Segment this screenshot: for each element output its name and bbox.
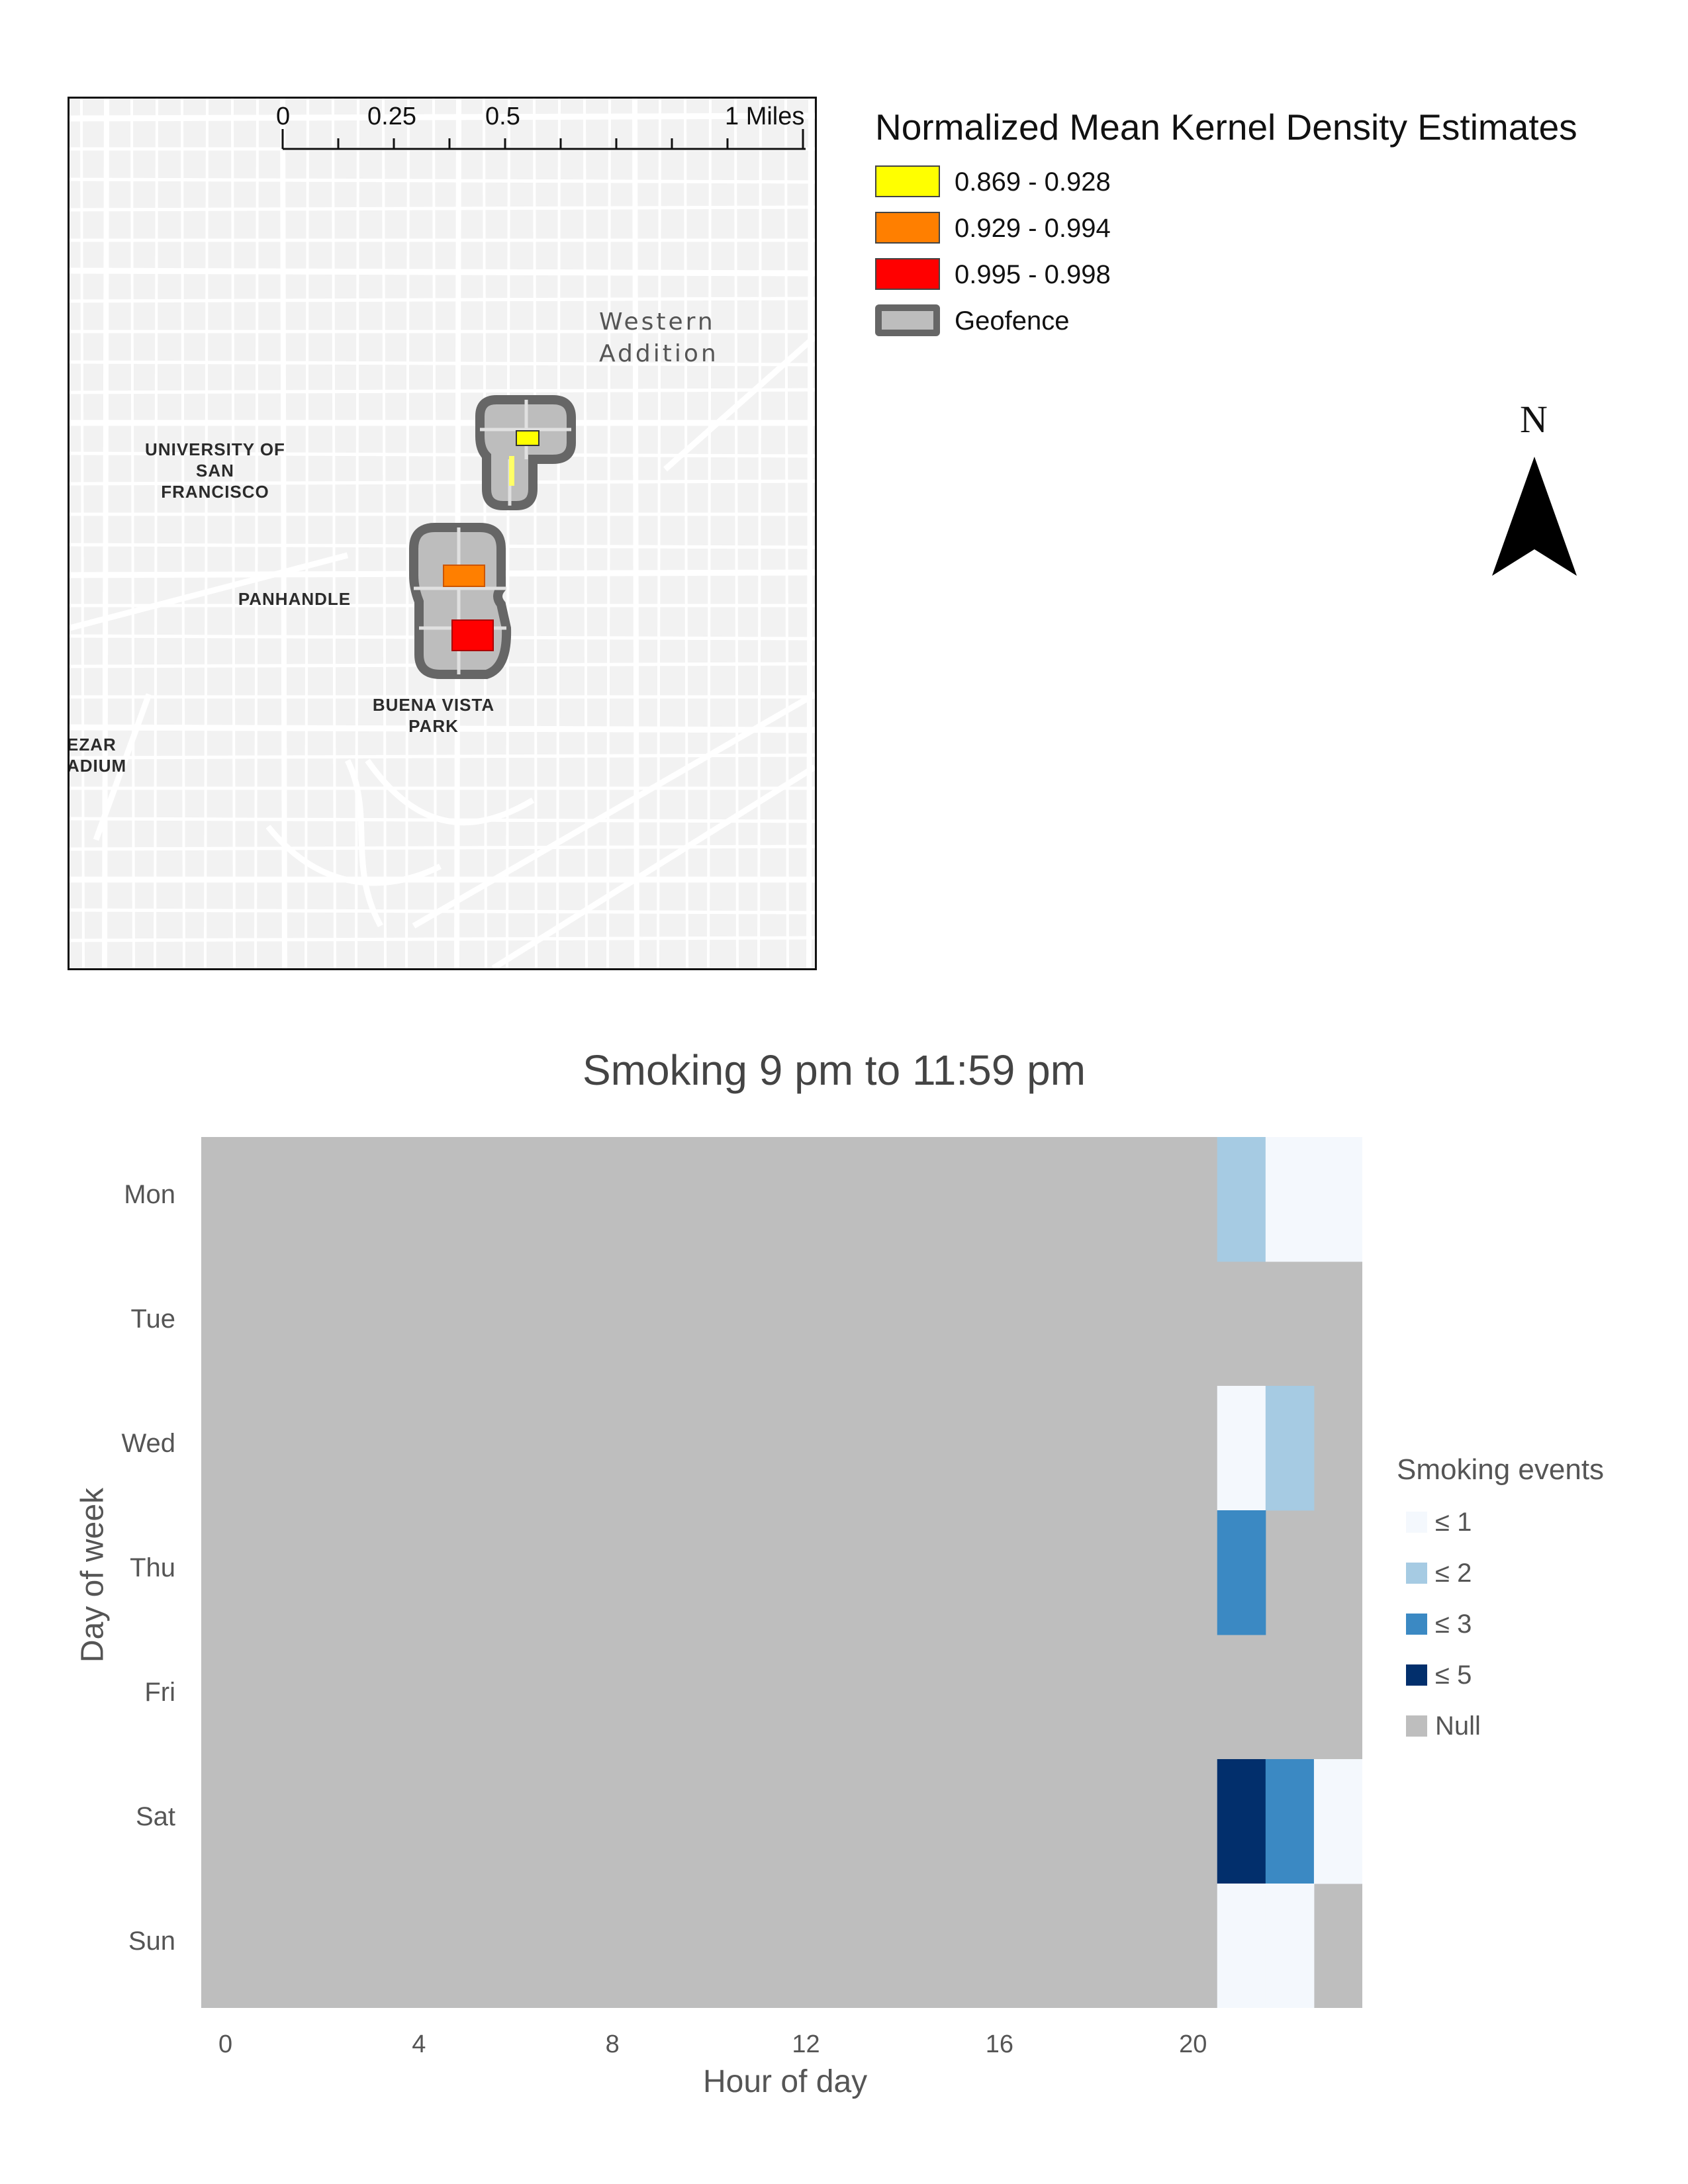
legend-swatch-yellow xyxy=(875,165,940,197)
label-buena-line2: PARK xyxy=(408,716,459,736)
y-tick-label: Fri xyxy=(144,1678,175,1707)
heatmap-legend-swatch xyxy=(1406,1664,1427,1686)
heatmap-cell xyxy=(1313,1137,1362,1262)
heatmap-cell xyxy=(1217,1137,1266,1262)
heatmap-cell xyxy=(1217,1759,1266,1884)
label-western-addition: Western Addition xyxy=(599,306,719,370)
heatmap-legend-swatch xyxy=(1406,1512,1427,1533)
street-grid xyxy=(70,99,815,968)
x-tick-label: 8 xyxy=(605,2030,620,2058)
y-tick-label: Sat xyxy=(135,1802,175,1831)
legend-label: 0.929 - 0.994 xyxy=(955,214,1111,243)
heatmap-null-background xyxy=(201,1137,1362,2008)
north-label: N xyxy=(1520,398,1548,441)
kde-red xyxy=(451,619,494,651)
x-tick-label: 12 xyxy=(792,2030,820,2058)
scale-label-1-miles: 1 Miles xyxy=(725,103,805,130)
label-stadium-line2: ADIUM xyxy=(68,756,127,776)
legend-label: 0.869 - 0.928 xyxy=(955,167,1111,197)
heatmap-legend-swatch xyxy=(1406,1614,1427,1635)
heatmap-legend-label: ≤ 3 xyxy=(1435,1610,1472,1639)
kde-orange xyxy=(443,565,485,587)
heatmap-legend-swatch xyxy=(1406,1715,1427,1737)
heatmap-cell xyxy=(1265,1759,1315,1884)
y-tick-label: Mon xyxy=(124,1180,175,1209)
label-usf-line3: FRANCISCO xyxy=(161,482,269,502)
y-tick-label: Tue xyxy=(130,1304,175,1334)
y-axis-title: Day of week xyxy=(75,1487,111,1663)
heatmap-cell xyxy=(1217,1884,1266,2008)
x-tick-label: 4 xyxy=(412,2030,426,2058)
map-frame: 0 0.25 0.5 1 Miles Western Addition UNIV… xyxy=(68,97,817,970)
legend-swatch-red xyxy=(875,258,940,290)
chart-title: Smoking 9 pm to 11:59 pm xyxy=(582,1046,1086,1094)
label-panhandle: PANHANDLE xyxy=(238,589,352,609)
label-stadium-line1: EZAR xyxy=(68,735,117,754)
heatmap-cell xyxy=(1217,1386,1266,1511)
legend-label: Geofence xyxy=(955,306,1070,336)
legend-swatch-geofence xyxy=(875,304,940,336)
heatmap-cell xyxy=(1217,1510,1266,1635)
y-tick-label: Thu xyxy=(130,1553,175,1582)
label-usf: UNIVERSITY OF SAN FRANCISCO xyxy=(136,439,295,502)
heatmap-cells xyxy=(201,1137,1362,2008)
y-tick-label: Wed xyxy=(121,1429,175,1458)
label-usf-line1: UNIVERSITY OF xyxy=(145,439,285,459)
heatmap-cell xyxy=(1265,1137,1315,1262)
label-usf-line2: SAN xyxy=(196,461,234,480)
legend-label: 0.995 - 0.998 xyxy=(955,260,1111,289)
heatmap-legend-label: ≤ 2 xyxy=(1435,1559,1472,1588)
x-tick-label: 0 xyxy=(218,2030,233,2058)
north-arrow-icon xyxy=(1492,457,1577,576)
heatmap-legend-label: ≤ 5 xyxy=(1435,1661,1472,1690)
scale-label-0: 0 xyxy=(276,103,291,130)
diagonal-streets xyxy=(70,334,815,968)
scale-bar xyxy=(281,129,806,150)
scale-label-05: 0.5 xyxy=(485,103,520,130)
heatmap-legend-label: Null xyxy=(1435,1711,1481,1741)
heatmap-legend-title: Smoking events xyxy=(1397,1453,1605,1486)
heatmap-cell xyxy=(1265,1884,1315,2008)
heatmap-cell xyxy=(1265,1386,1315,1511)
map-legend-title: Normalized Mean Kernel Density Estimates xyxy=(875,107,1577,148)
y-tick-label: Sun xyxy=(128,1927,175,1956)
label-stadium: EZAR ADIUM xyxy=(68,734,127,776)
x-axis-title: Hour of day xyxy=(703,2064,868,2099)
x-tick-label: 16 xyxy=(985,2030,1014,2058)
label-western-line: Western xyxy=(599,308,716,336)
x-tick-label: 20 xyxy=(1179,2030,1207,2058)
kde-yellow xyxy=(516,430,539,446)
heatmap-plot xyxy=(201,1137,1362,2008)
heatmap-legend-label: ≤ 1 xyxy=(1435,1508,1472,1537)
label-addition-line: Addition xyxy=(599,340,719,367)
scale-label-025: 0.25 xyxy=(367,103,416,130)
street-map xyxy=(70,99,815,968)
label-buena-line1: BUENA VISTA xyxy=(372,695,495,715)
heatmap-cell xyxy=(1313,1759,1362,1884)
heatmap-legend-swatch xyxy=(1406,1563,1427,1584)
legend-swatch-orange xyxy=(875,212,940,244)
label-buena-vista: BUENA VISTA PARK xyxy=(361,694,506,737)
kde-yellow-strip xyxy=(509,456,514,486)
